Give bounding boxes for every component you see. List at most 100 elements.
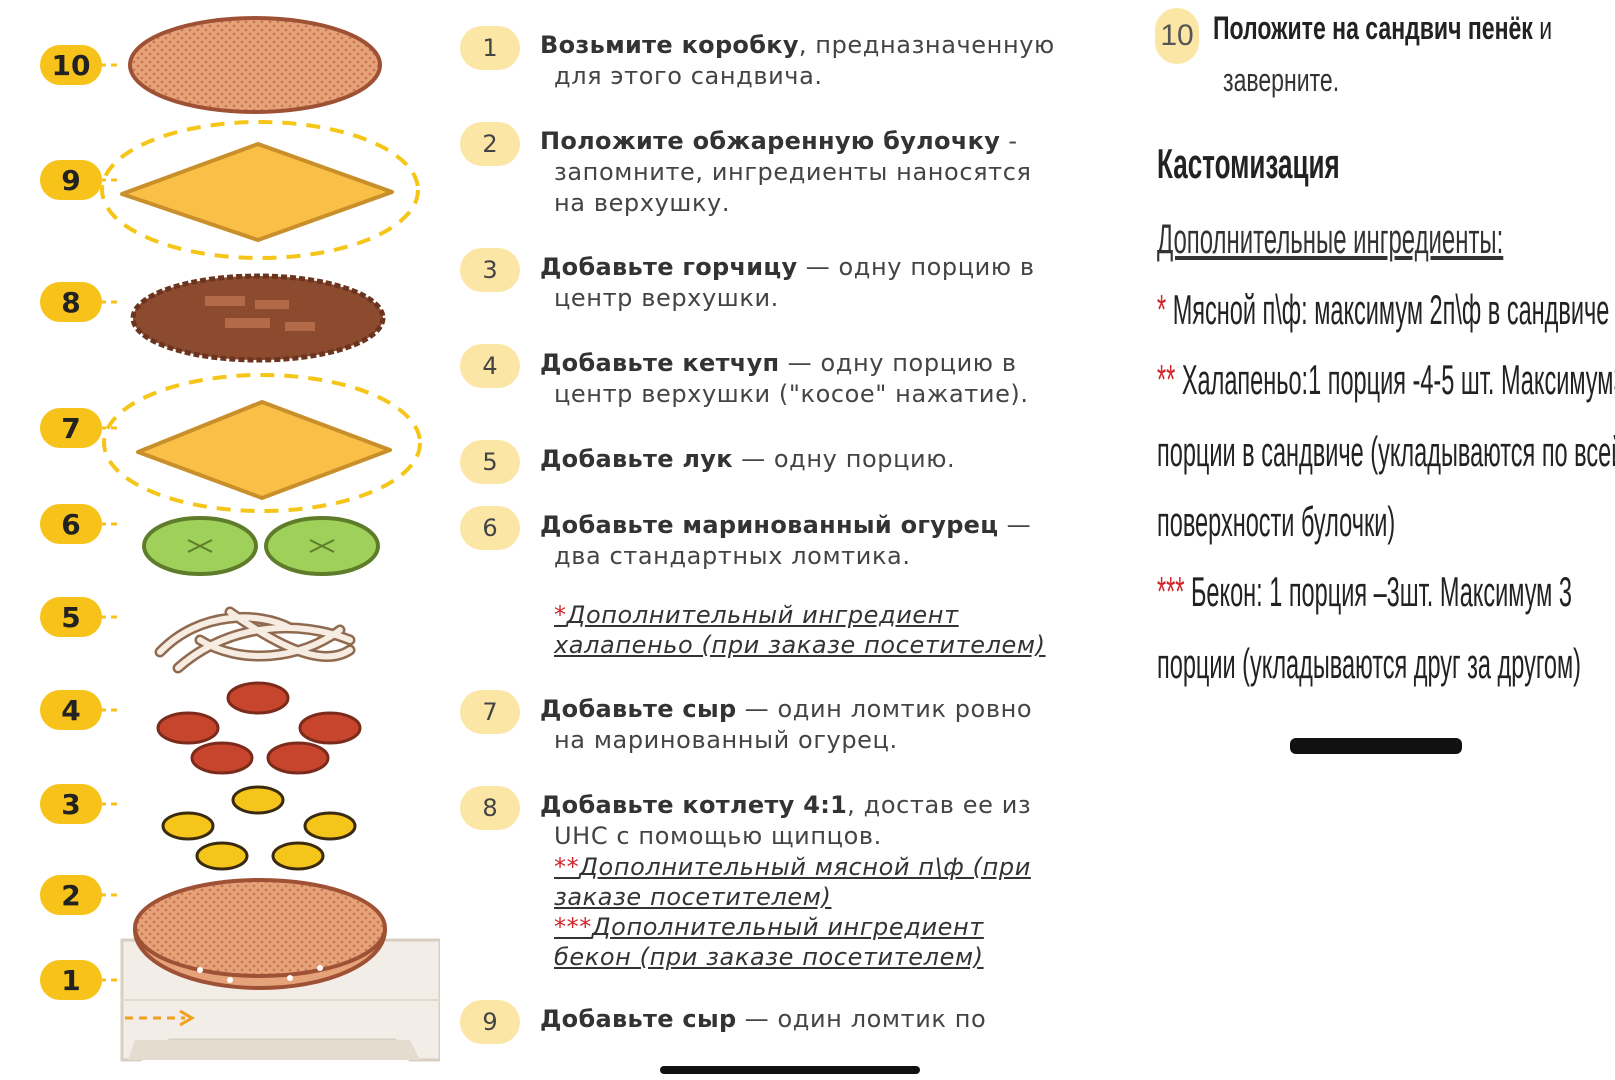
line-text: Халапеньо:1 порция -4-5 шт. Максимум3 (1175, 356, 1615, 403)
step-10-bold: Положите на сандвич пенёк (1213, 10, 1533, 46)
step-rest: — один ломтик по (736, 1005, 987, 1033)
customization-panel: 10 Положите на сандвич пенёк и заверните… (1155, 0, 1615, 1080)
layer-badge-label: 7 (61, 412, 80, 445)
step-bold: Добавьте лук (540, 445, 733, 473)
step-number-badge: 1 (460, 26, 520, 70)
extra-ingredients-title: Дополнительные ингредиенты: (1157, 215, 1504, 262)
step-bold: Возьмите коробку (540, 31, 799, 59)
customization-title: Кастомизация (1157, 140, 1340, 187)
layer-8-patty (130, 273, 386, 363)
step-number-badge: 5 (460, 440, 520, 484)
layer-badge-5: 5 (40, 597, 122, 637)
layer-3-mustard (161, 785, 357, 871)
step-number-badge: 8 (460, 786, 520, 830)
line-text: Мясной п\ф: максимум 2п\ф в сандвиче (1166, 286, 1610, 333)
layer-9-cheese (100, 120, 420, 260)
step-number-badge: 6 (460, 506, 520, 550)
step-text: Добавьте лук — одну порцию. (540, 444, 1140, 475)
layer-badge-7: 7 (40, 408, 122, 448)
step-text: Добавьте горчицу — одну порцию в центр в… (540, 252, 1140, 314)
step-bold: Добавьте сыр (540, 1005, 737, 1033)
layer-badge-label: 1 (61, 964, 80, 997)
step-number-badge: 7 (460, 690, 520, 734)
step-10-sub: заверните. (1223, 62, 1340, 98)
optional-bacon-note-2: бекон (при заказе посетителем) (554, 943, 984, 971)
layer-badge-8: 8 (40, 282, 122, 322)
extra-line-bacon-2: порции (укладываются друг за другом) (1157, 640, 1581, 688)
layer-badge-label: 10 (52, 49, 91, 82)
assembly-steps-list: 1 Возьмите коробку, предназначенную для … (460, 0, 1150, 1080)
extra-line-jalapeno-2: порции в сандвиче (укладываются по всей (1157, 428, 1615, 476)
step-number-badge: 9 (460, 1000, 520, 1044)
layer-badge-label: 4 (61, 694, 80, 727)
step-text: Добавьте сыр — один ломтик ровно на мари… (540, 694, 1140, 756)
layer-badge-label: 6 (61, 508, 80, 541)
step-10-rest: и (1532, 10, 1553, 46)
step-text: Положите обжаренную булочку - запомните,… (540, 126, 1140, 219)
optional-meat-note: **Дополнительный мясной п\ф (при (554, 852, 1140, 882)
line-text: порции в сандвиче (укладываются по всей (1157, 428, 1615, 475)
layer-7-cheese (102, 373, 422, 513)
layer-2-bun-crown (132, 878, 388, 990)
step-sub: два стандартных ломтика. (554, 542, 911, 570)
optional-jalapeno-note: *Дополнительный ингредиент (554, 600, 1140, 630)
extra-line-bacon: *** Бекон: 1 порция –3шт. Максимум 3 (1157, 568, 1572, 616)
step-sub: центр верхушки. (554, 284, 779, 312)
step-bold: Добавьте сыр (540, 695, 737, 723)
layer-badge-label: 5 (61, 601, 80, 634)
opt-line: Дополнительный мясной п\ф (при (579, 853, 1031, 881)
step-10-number-badge: 10 (1155, 8, 1199, 64)
step-rest: , предназначенную (798, 31, 1055, 59)
step-text: Возьмите коробку, предназначенную для эт… (540, 30, 1140, 92)
asterisk: ** (554, 853, 580, 881)
optional-meat-note-2: заказе посетителем) (554, 883, 832, 911)
line-text: Бекон: 1 порция –3шт. Максимум 3 (1184, 568, 1572, 615)
layer-badge-label: 2 (61, 879, 80, 912)
step-bold: Добавьте маринованный огурец (540, 511, 999, 539)
layer-badge-3: 3 (40, 784, 122, 824)
optional-jalapeno-note-2: халапеньо (при заказе посетителем) (554, 631, 1046, 659)
asterisk: ** (1157, 356, 1176, 403)
layer-badge-2: 2 (40, 875, 122, 915)
layer-4-ketchup (156, 681, 362, 775)
asterisk: * (1157, 286, 1167, 333)
step-sub: центр верхушки ("косое" нажатие). (554, 380, 1029, 408)
extra-line-jalapeno: ** Халапеньо:1 порция -4-5 шт. Максимум3 (1157, 356, 1615, 404)
step-bold: Добавьте горчицу (540, 253, 798, 281)
layer-badge-label: 9 (61, 164, 80, 197)
layer-badge-6: 6 (40, 504, 122, 544)
step-rest: — один ломтик ровно (736, 695, 1033, 723)
optional-bacon-note: ***Дополнительный ингредиент (554, 912, 1140, 942)
extra-line-meat: * Мясной п\ф: максимум 2п\ф в сандвиче (1157, 286, 1609, 334)
opt-line: Дополнительный ингредиент (566, 601, 959, 629)
extra-line-jalapeno-3: поверхности булочки) (1157, 498, 1395, 546)
step-bold: Добавьте кетчуп (540, 349, 780, 377)
step-sub: на маринованный огурец. (554, 726, 898, 754)
line-text: порции (укладываются друг за другом) (1157, 640, 1581, 687)
step-number-badge: 4 (460, 344, 520, 388)
step-text: Добавьте маринованный огурец — два станд… (540, 510, 1140, 660)
layer-badge-1: 1 (40, 960, 122, 1000)
sandwich-assembly-diagram: 10 9 8 7 6 5 4 3 2 1 (40, 16, 440, 1062)
layer-badge-label: 8 (61, 286, 80, 319)
step-number-badge: 3 (460, 248, 520, 292)
step-bold: Добавьте котлету 4:1 (540, 791, 848, 819)
step-bold: Положите обжаренную булочку (540, 127, 1001, 155)
step-rest: - (1000, 127, 1018, 155)
step-text: Добавьте сыр — один ломтик по (540, 1004, 1140, 1035)
layer-10-bun-heel (128, 16, 382, 114)
step-text: Добавьте котлету 4:1, достав ее из UHC с… (540, 790, 1140, 972)
layer-badge-label: 3 (61, 788, 80, 821)
asterisk: * (554, 601, 567, 629)
step-rest: — одну порцию. (732, 445, 956, 473)
step-sub: UHC с помощью щипцов. (554, 822, 882, 850)
line-text: поверхности булочки) (1157, 498, 1396, 545)
step-sub: запомните, ингредиенты наносятся (554, 158, 1032, 186)
asterisk: *** (554, 913, 592, 941)
opt-line: Дополнительный ингредиент (591, 913, 984, 941)
redaction-bar (660, 1066, 920, 1074)
step-rest: — (998, 511, 1032, 539)
redaction-bar (1290, 738, 1462, 754)
step-rest: — одну порцию в (779, 349, 1017, 377)
step-sub: для этого сандвича. (554, 62, 823, 90)
